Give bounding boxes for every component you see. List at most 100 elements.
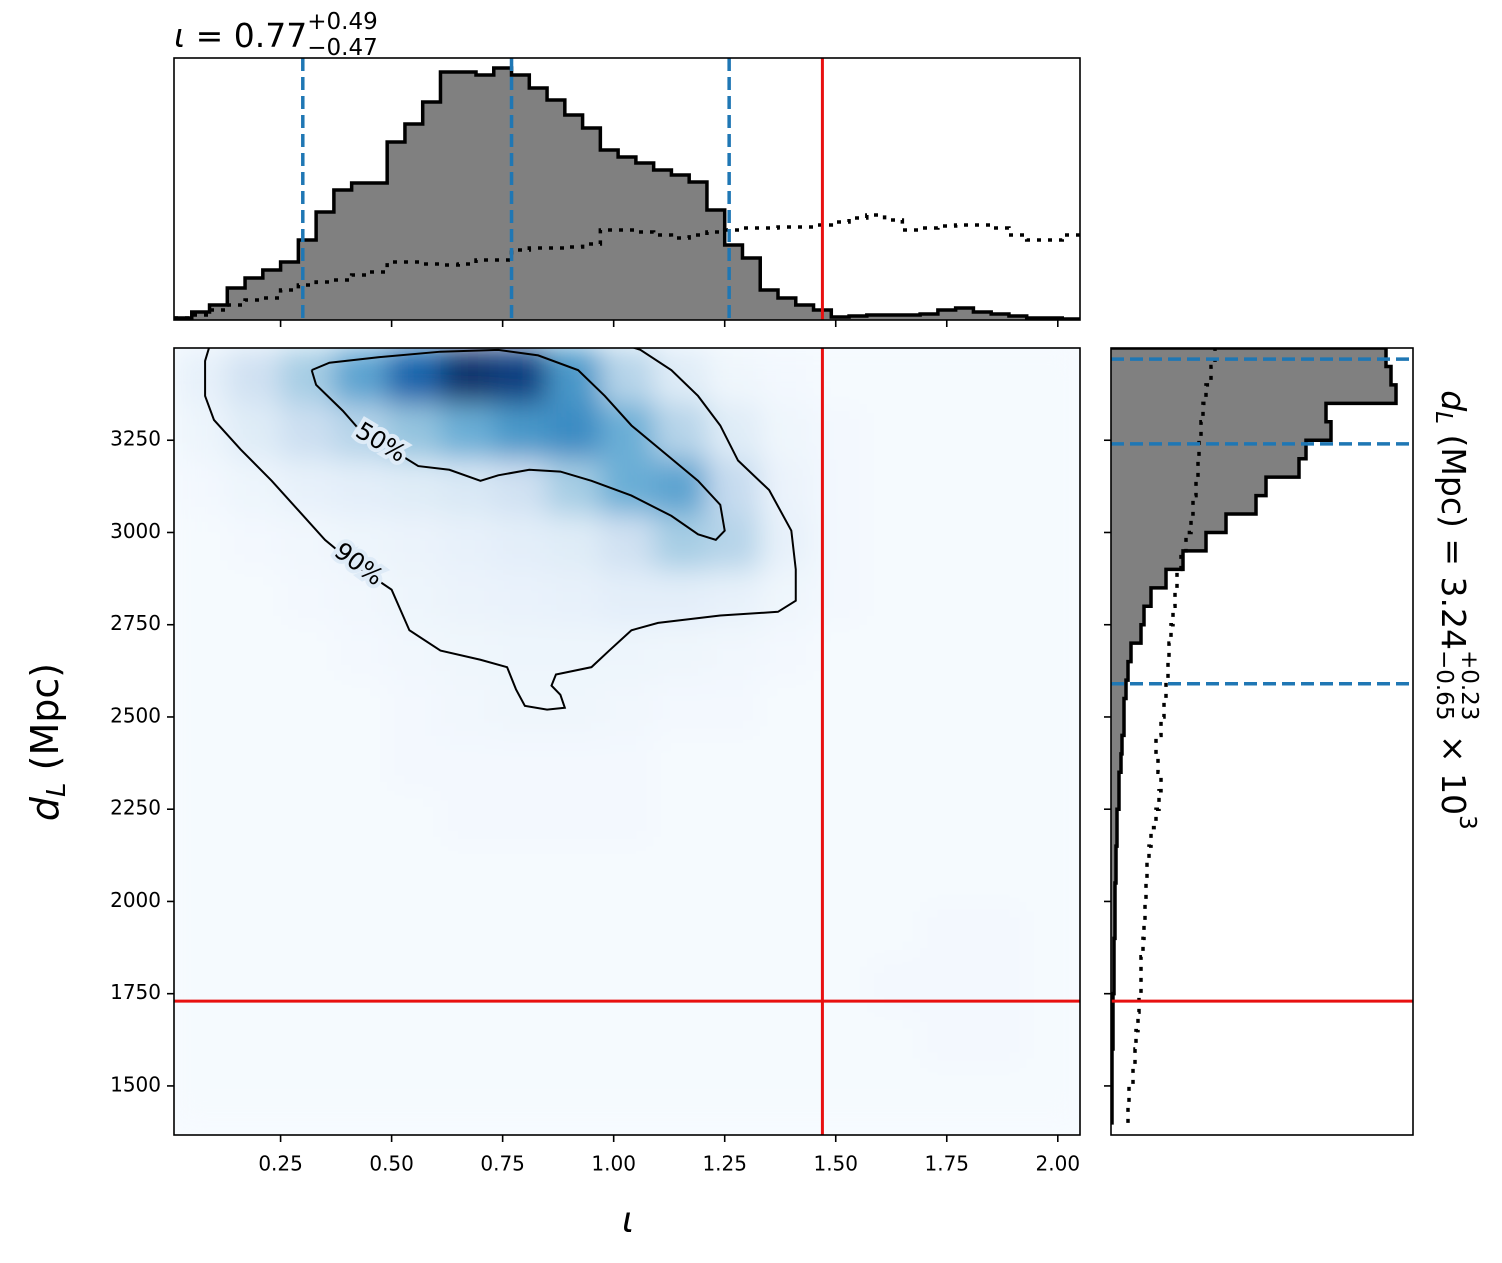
density-cell xyxy=(440,956,495,1013)
density-cell xyxy=(333,956,388,1013)
x-tick-label: 0.50 xyxy=(369,1152,414,1176)
density-cell xyxy=(493,1067,548,1124)
density-cell xyxy=(280,458,335,515)
x-tick-label: 1.75 xyxy=(924,1152,969,1176)
hist-bar xyxy=(262,270,281,320)
hist-bar xyxy=(1111,919,1115,939)
contour-line xyxy=(204,348,797,711)
y-tick-label: 1500 xyxy=(110,1072,161,1096)
hist-bar xyxy=(1111,753,1121,773)
hist-bar xyxy=(1111,716,1124,736)
prior-line xyxy=(174,213,1080,320)
density-cell xyxy=(227,348,282,404)
hist-bar xyxy=(547,100,566,320)
density-cell xyxy=(280,735,335,792)
hist-bar xyxy=(1111,550,1183,570)
density-cell xyxy=(280,514,335,570)
title: ι = 0.77+0.49 −0.47 xyxy=(174,9,378,61)
density-cell xyxy=(493,348,548,404)
hist-bar xyxy=(778,298,797,320)
density-cell xyxy=(547,1012,601,1068)
density-cell xyxy=(227,790,282,847)
density-cell xyxy=(174,1012,228,1068)
hist-bar xyxy=(671,175,690,320)
y-label-var: d xyxy=(23,796,67,821)
density-cell xyxy=(973,680,1028,736)
density-cell xyxy=(600,569,655,626)
hist-bar xyxy=(564,115,583,320)
density-cell xyxy=(600,348,655,404)
density-cell xyxy=(653,956,708,1013)
density-cell xyxy=(653,1012,708,1068)
density-cell xyxy=(493,1012,548,1068)
density-cell xyxy=(866,735,921,792)
density-cell xyxy=(547,514,601,570)
density-cell xyxy=(706,956,761,1013)
density-cell xyxy=(280,403,335,460)
density-cell xyxy=(706,348,761,404)
prior-line xyxy=(1126,348,1217,1123)
panel-frame xyxy=(173,347,1081,1136)
hist-bar xyxy=(582,128,601,320)
hist-bar xyxy=(351,183,370,320)
hist-bar xyxy=(1111,643,1131,663)
density-cell xyxy=(280,901,335,958)
hist-bar xyxy=(245,278,264,320)
density-cell xyxy=(387,1067,441,1124)
hist-bar xyxy=(760,290,779,320)
density-cell xyxy=(174,790,228,847)
density-cell xyxy=(547,735,601,792)
density-cell xyxy=(920,1012,974,1068)
density-cell xyxy=(387,1012,441,1068)
hist-bar xyxy=(1111,569,1166,589)
density-cell xyxy=(493,514,548,570)
density-cell xyxy=(493,846,548,902)
hist-bar xyxy=(955,308,974,320)
hist-bar xyxy=(1111,366,1391,386)
y-label-sub: L xyxy=(42,782,72,797)
density-cell xyxy=(333,901,388,958)
density-cell xyxy=(760,901,815,958)
density-cell xyxy=(866,956,921,1013)
density-cell xyxy=(600,403,655,460)
hist-bar xyxy=(1111,514,1226,533)
right-panel xyxy=(1111,348,1413,1125)
density-cell xyxy=(600,956,655,1013)
density-cell xyxy=(600,735,655,792)
density-cell xyxy=(280,790,335,847)
hist-bar xyxy=(1111,790,1119,810)
density-cell xyxy=(387,569,441,626)
density-cell xyxy=(920,514,974,570)
density-cell xyxy=(493,569,548,626)
hist-bar xyxy=(795,305,814,320)
hist-bar xyxy=(724,245,743,320)
hist-bar xyxy=(742,258,761,320)
x-tick-label: 1.25 xyxy=(702,1152,747,1176)
density-cell xyxy=(387,846,441,902)
density-cell xyxy=(333,569,388,626)
density-cell xyxy=(547,403,601,460)
density-cell xyxy=(706,680,761,736)
density-cell xyxy=(387,514,441,570)
density-cell xyxy=(760,624,815,681)
density-cell xyxy=(280,680,335,736)
density-cell xyxy=(333,790,388,847)
density-cell xyxy=(1026,458,1080,515)
density-cell xyxy=(920,458,974,515)
density-cell xyxy=(973,403,1028,460)
density-cell xyxy=(1026,624,1080,681)
density-cell xyxy=(600,790,655,847)
hist-bar xyxy=(1111,477,1266,496)
density-cell xyxy=(174,624,228,681)
density-cell xyxy=(547,624,601,681)
density-cell xyxy=(547,1067,601,1124)
density-cell xyxy=(547,458,601,515)
density-cell xyxy=(1026,735,1080,792)
density-cell xyxy=(440,735,495,792)
hist-bar xyxy=(387,142,406,320)
density-cell xyxy=(440,1067,495,1124)
density-cell xyxy=(1026,1012,1080,1068)
y-tick-label: 2500 xyxy=(110,703,161,727)
hist-bar xyxy=(1111,698,1124,718)
